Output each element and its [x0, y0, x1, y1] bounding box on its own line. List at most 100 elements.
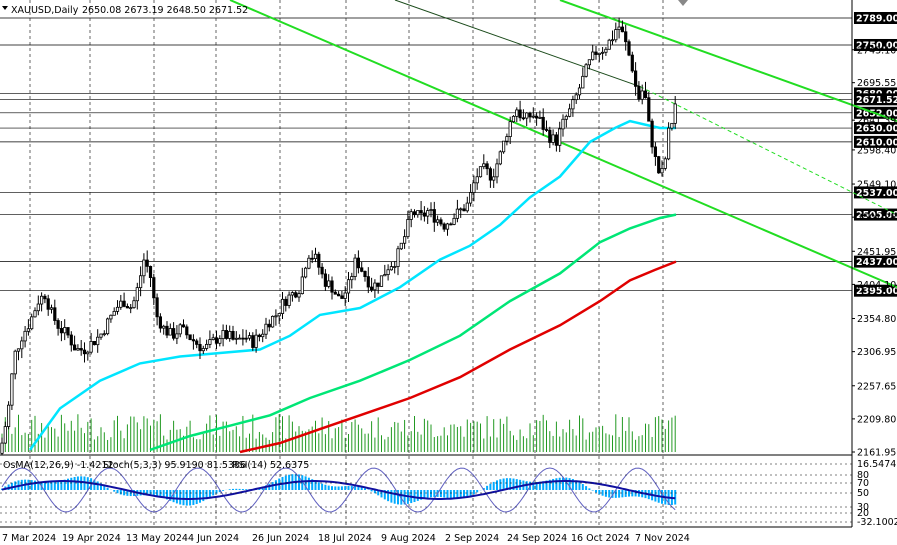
- candle-body: [465, 202, 469, 212]
- candle-body: [366, 276, 370, 288]
- candle-body: [393, 266, 397, 268]
- candle-body: [109, 314, 113, 320]
- candle-body: [125, 306, 129, 309]
- candle-body: [148, 265, 153, 278]
- candle-body: [485, 163, 489, 170]
- candle-body: [630, 54, 634, 72]
- date-label: 7 Mar 2024: [2, 533, 56, 544]
- candle-body: [59, 328, 64, 334]
- candle-body: [122, 300, 126, 307]
- date-label: 16 Oct 2024: [571, 533, 630, 544]
- level-tag: [854, 255, 897, 268]
- candle-body: [317, 253, 321, 268]
- candle-body: [254, 334, 258, 348]
- candle-body: [505, 136, 509, 142]
- candle-body: [442, 223, 446, 230]
- candle-body: [429, 209, 433, 211]
- candle-body: [620, 26, 625, 33]
- candle-body: [515, 109, 519, 117]
- candle-body: [66, 327, 70, 336]
- dashed-trend-line: [639, 86, 897, 216]
- candle-body: [16, 348, 21, 352]
- candle-body: [303, 267, 308, 278]
- level-tag: [854, 186, 897, 199]
- candle-body: [541, 116, 545, 130]
- candle-body: [165, 325, 169, 336]
- osma-label: OsMA(12,26,9) -1.4212: [3, 460, 113, 471]
- candle-body: [129, 307, 133, 310]
- candle-body: [643, 90, 648, 99]
- candle-body: [426, 210, 430, 217]
- symbol-label: XAUUSD,Daily: [11, 5, 79, 16]
- candle-body: [468, 192, 473, 204]
- osc-scale-label: 16.5474: [857, 459, 896, 470]
- candle-body: [587, 59, 592, 66]
- rsi-label: RSI(14) 52.6375: [232, 460, 309, 471]
- candle-body: [155, 297, 159, 318]
- channel-line: [394, 0, 641, 87]
- candle-body: [270, 315, 275, 328]
- osc-scale-label: 30: [857, 502, 869, 513]
- candle-body: [333, 291, 337, 295]
- candle-body: [548, 129, 552, 143]
- candle-body: [145, 259, 149, 267]
- scroll-marker-icon[interactable]: [678, 0, 688, 6]
- candle-body: [323, 273, 328, 287]
- candle-body: [135, 287, 139, 302]
- candle-body: [36, 303, 40, 312]
- candle-body: [43, 295, 47, 300]
- candle-body: [264, 323, 268, 335]
- axis-tick-label: 2209.80: [857, 414, 896, 425]
- date-label: 24 Sep 2024: [507, 533, 567, 544]
- candle-body: [508, 121, 512, 137]
- candle-body: [185, 326, 189, 336]
- level-label: 2505.00: [856, 210, 897, 221]
- candle-body: [495, 163, 499, 178]
- candle-body: [277, 313, 281, 317]
- candle-body: [234, 337, 238, 340]
- candle-body: [112, 310, 116, 316]
- collapse-triangle-icon[interactable]: [2, 6, 8, 10]
- candle-body: [422, 212, 427, 217]
- candle-body: [115, 306, 120, 312]
- candle-body: [369, 286, 374, 291]
- level-tag: [854, 93, 897, 106]
- level-tag: [854, 38, 897, 51]
- candle-body: [409, 211, 413, 220]
- candle-body: [26, 328, 31, 332]
- candle-body: [53, 307, 57, 321]
- stoch-label: Stoch(5,3,3) 95.9190 81.5386: [103, 460, 246, 471]
- candle-body: [647, 97, 651, 122]
- candle-body: [501, 140, 506, 153]
- level-tag: [854, 122, 897, 135]
- candle-body: [261, 333, 265, 338]
- candle-body: [492, 176, 496, 181]
- candle-body: [650, 120, 654, 148]
- osc-scale-label: 80: [857, 470, 869, 481]
- candle-body: [300, 276, 304, 295]
- level-label: 2437.00: [856, 257, 897, 268]
- candle-body: [610, 39, 615, 42]
- candle-body: [330, 280, 334, 293]
- candle-body: [79, 348, 83, 351]
- ma-slow-line: [239, 260, 677, 454]
- candle-body: [280, 298, 285, 314]
- candle-body: [449, 223, 453, 226]
- candle-body: [20, 340, 24, 350]
- level-tag: [854, 135, 897, 148]
- channel-line: [229, 0, 897, 289]
- candle-body: [356, 257, 361, 269]
- rsi-line: [1, 480, 676, 500]
- candle-body: [3, 426, 7, 444]
- candle-body: [597, 52, 601, 55]
- candle-body: [518, 109, 522, 119]
- candle-body: [162, 325, 166, 329]
- candle-body: [33, 310, 37, 318]
- candle-body: [267, 323, 271, 328]
- candle-body: [634, 70, 638, 87]
- candle-body: [241, 337, 245, 340]
- candle-body: [399, 242, 403, 250]
- candle-body: [251, 335, 255, 348]
- candle-body: [564, 115, 568, 120]
